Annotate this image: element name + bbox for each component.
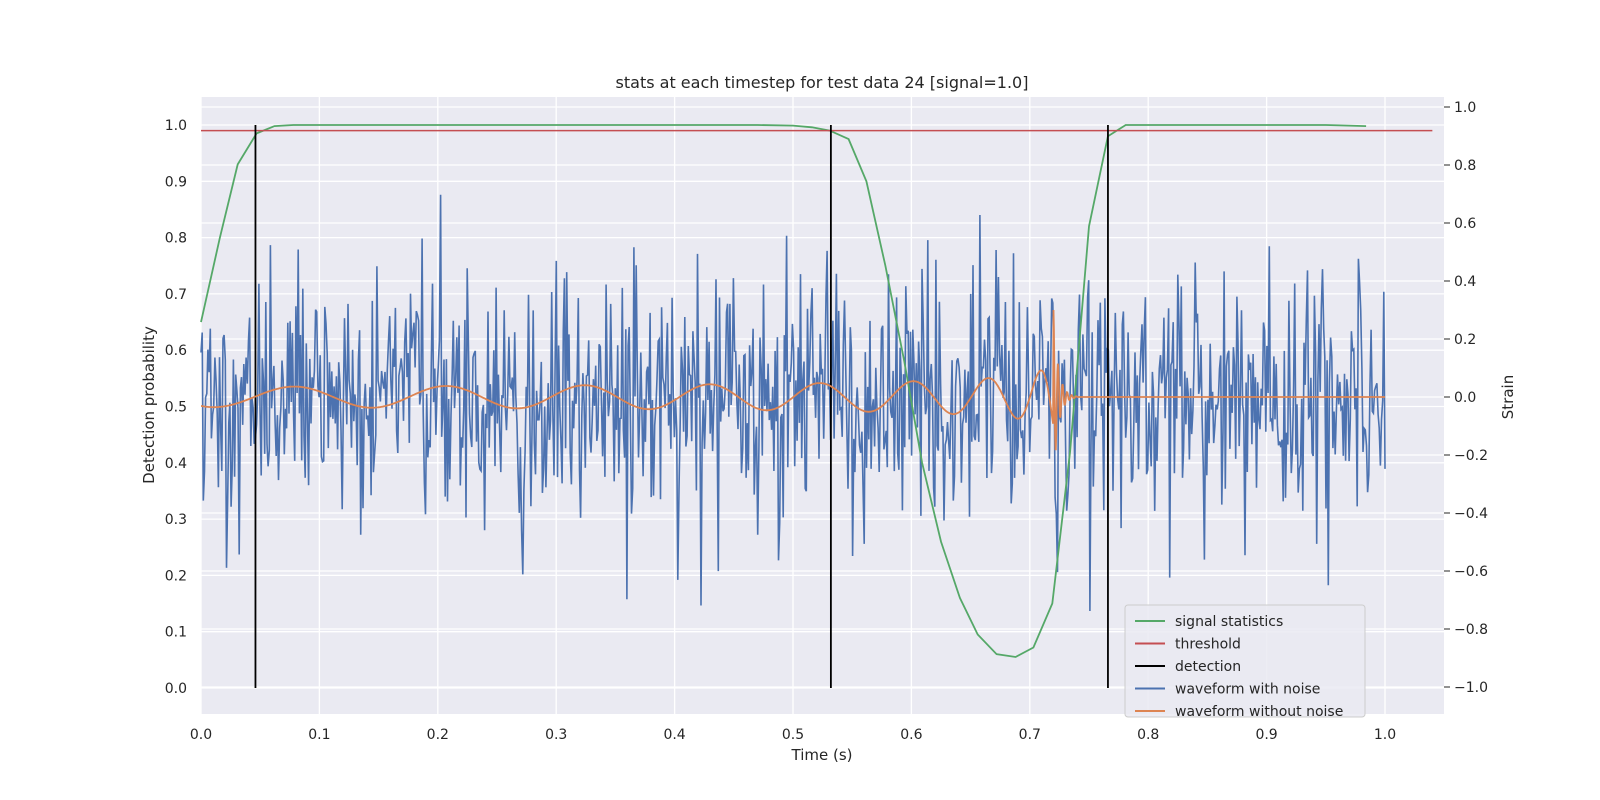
x-tick-label: 0.8	[1137, 727, 1159, 743]
y-tick-label: 1.0	[165, 118, 187, 134]
x-tick-label: 0.6	[900, 727, 922, 743]
y2-tick-label: −0.8	[1454, 622, 1488, 638]
legend-label: signal statistics	[1175, 614, 1283, 630]
y2-tick-label: −0.6	[1454, 564, 1488, 580]
x-tick-label: 1.0	[1374, 727, 1396, 743]
chart-title: stats at each timestep for test data 24 …	[616, 73, 1029, 92]
x-tick-label: 0.1	[308, 727, 330, 743]
x-tick-label: 0.0	[190, 727, 212, 743]
tick-labels: 0.0 0.1 0.2 0.3 0.4 0.5 0.6 0.7 0.8 0.9 1.0 0.0 0.1 0…	[165, 100, 1488, 743]
y2-tick-label: 0.8	[1454, 158, 1476, 174]
series-layer	[200, 124, 1433, 688]
y-tick-label: 0.0	[165, 681, 187, 697]
y-tick-label: 0.1	[165, 625, 187, 641]
y2-tick-label: 0.6	[1454, 216, 1476, 232]
y2-tick-label: −0.4	[1454, 506, 1488, 522]
y-tick-label: 0.9	[165, 174, 187, 190]
x-tick-label: 0.9	[1255, 727, 1277, 743]
x-tick-label: 0.3	[545, 727, 567, 743]
x-axis-title: Time (s)	[791, 746, 853, 764]
y-tick-label: 0.2	[165, 568, 187, 584]
legend-label: waveform with noise	[1175, 682, 1320, 698]
signal-statistics-line	[200, 124, 1367, 658]
y2-tick-label: 0.0	[1454, 390, 1476, 406]
legend-label: waveform without noise	[1175, 704, 1343, 720]
y2-axis-title: Strain	[1499, 375, 1517, 419]
x-tick-label: 0.4	[663, 727, 685, 743]
x-tick-label: 0.7	[1019, 727, 1041, 743]
waveform-without-noise-line	[201, 309, 1385, 451]
y2-tick-label: −0.2	[1454, 448, 1488, 464]
waveform-with-noise-line	[200, 194, 1386, 612]
y-tick-label: 0.3	[165, 512, 187, 528]
y2-tick-label: −1.0	[1454, 680, 1488, 696]
x-tick-label: 0.5	[782, 727, 804, 743]
y2-tick-label: 0.2	[1454, 332, 1476, 348]
y-tick-label: 0.6	[165, 343, 187, 359]
y2-tick-label: 0.4	[1454, 274, 1476, 290]
x-tick-label: 0.2	[427, 727, 449, 743]
legend: signal statistics threshold detection wavef…	[1124, 604, 1366, 720]
y2-tick-label: 1.0	[1454, 100, 1476, 116]
y-tick-label: 0.8	[165, 231, 187, 247]
y-tick-label: 0.7	[165, 287, 187, 303]
y-tick-label: 0.5	[165, 400, 187, 416]
legend-label: threshold	[1175, 637, 1241, 653]
legend-box	[1124, 604, 1366, 718]
y-tick-label: 0.4	[165, 456, 187, 472]
y-axis-title: Detection probability	[140, 326, 158, 484]
legend-label: detection	[1175, 659, 1241, 675]
